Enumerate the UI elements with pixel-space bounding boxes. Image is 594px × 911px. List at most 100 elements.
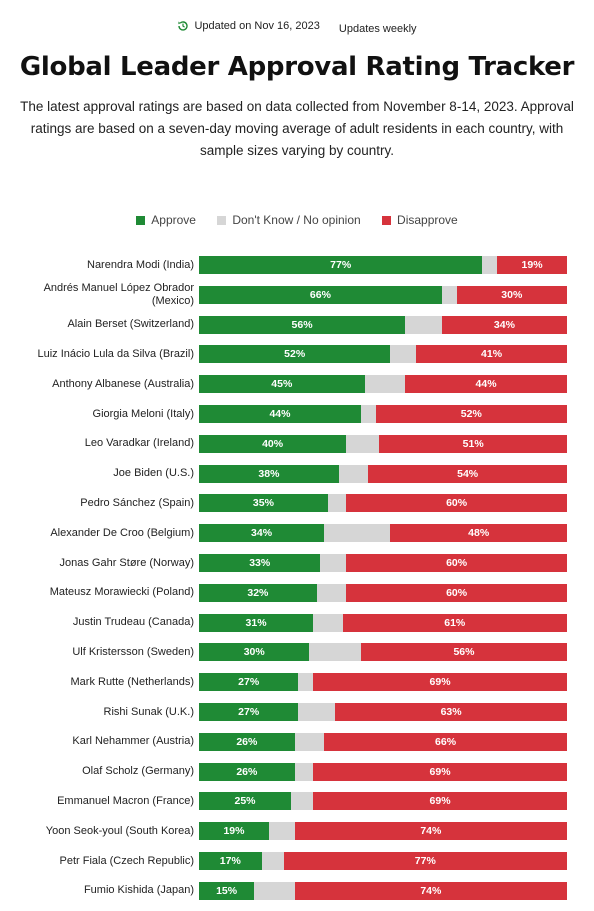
bar-approve <box>199 554 321 572</box>
bar-disapprove <box>379 434 567 453</box>
approve-value-label: 45% <box>271 378 293 391</box>
bar-track-no-opinion: 31% 61% <box>199 613 567 632</box>
chart-row: Anthony Albanese (Australia) 45% 44% <box>0 375 594 394</box>
approve-value-label: 26% <box>236 765 258 778</box>
bar-approve <box>199 345 391 364</box>
bar-disapprove <box>313 762 567 781</box>
legend-swatch-no-opinion <box>217 215 227 225</box>
leader-label: Joe Biden (U.S.) <box>113 467 194 480</box>
updated-info: Updated on Nov 16, 2023 <box>177 20 320 32</box>
chart-row: Fumio Kishida (Japan) 15% 74% <box>0 881 594 900</box>
leader-label: Petr Fiala (Czech Republic) <box>59 854 195 867</box>
chart-row: Joe Biden (U.S.) 38% 54% <box>0 464 594 483</box>
chart-legend: Approve Don't Know / No opinion Disappro… <box>0 213 594 228</box>
chart-row: Alain Berset (Switzerland) 56% 34% <box>0 315 594 334</box>
bar-disapprove <box>342 613 567 632</box>
leader-label: Mark Rutte (Netherlands) <box>70 675 195 688</box>
chart-row: Rishi Sunak (U.K.) 27% 63% <box>0 703 594 721</box>
bar-disapprove <box>375 405 567 423</box>
leader-label: Olaf Scholz (Germany) <box>82 765 194 778</box>
disapprove-value-label: 61% <box>444 616 466 629</box>
leader-label: Mateusz Morawiecki (Poland) <box>49 586 194 599</box>
bar-approve <box>199 434 347 453</box>
bar-track-no-opinion: 27% 69% <box>199 673 567 692</box>
updated-text: Updated on Nov 16, 2023 <box>194 20 320 32</box>
disapprove-value-label: 60% <box>446 497 468 510</box>
legend-label-disapprove: Disapprove <box>397 213 458 227</box>
disapprove-value-label: 41% <box>481 348 503 361</box>
disapprove-value-label: 74% <box>420 825 442 838</box>
disapprove-value-label: 60% <box>446 557 468 569</box>
approve-value-label: 35% <box>252 497 274 510</box>
leader-label: Pedro Sánchez (Spain) <box>80 496 194 509</box>
bar-approve <box>199 881 255 900</box>
chart-row: Luiz Inácio Lula da Silva (Brazil) 52% 41% <box>0 345 594 364</box>
approve-value-label: 33% <box>249 557 271 569</box>
chart-row: Yoon Seok-youl (South Korea) 19% 74% <box>0 822 594 841</box>
disapprove-value-label: 60% <box>446 586 468 599</box>
leader-label: Giorgia Meloni (Italy) <box>92 407 194 420</box>
disapprove-value-label: 19% <box>521 259 543 271</box>
disapprove-value-label: 74% <box>420 884 442 897</box>
bar-approve <box>199 285 442 304</box>
approve-value-label: 40% <box>262 437 284 450</box>
bar-disapprove <box>283 852 567 870</box>
bar-approve <box>199 643 310 662</box>
approval-chart: Narendra Modi (India) 77% 19% Andrés Manuel… <box>0 250 594 910</box>
bar-track-no-opinion: 30% 56% <box>199 643 567 662</box>
bar-approve <box>199 613 314 632</box>
disapprove-value-label: 69% <box>429 676 451 689</box>
bar-approve <box>199 732 295 751</box>
leader-label: Alexander De Croo (Belgium) <box>50 526 194 539</box>
approve-value-label: 15% <box>216 884 238 897</box>
chart-row: Pedro Sánchez (Spain) 35% 60% <box>0 494 594 513</box>
leader-label: Jonas Gahr Støre (Norway) <box>59 556 194 569</box>
bar-disapprove <box>324 732 567 751</box>
disapprove-value-label: 69% <box>429 795 451 808</box>
approve-value-label: 38% <box>258 467 280 480</box>
bar-track-no-opinion: 27% 63% <box>199 703 567 721</box>
bar-approve <box>199 792 291 811</box>
bar-track-no-opinion: 44% 52% <box>199 405 567 423</box>
approve-value-label: 17% <box>219 855 241 867</box>
chart-row: Alexander De Croo (Belgium) 34% 48% <box>0 524 594 543</box>
leader-label: Fumio Kishida (Japan) <box>83 884 194 897</box>
leader-label: Anthony Albanese (Australia) <box>52 377 194 390</box>
approve-value-label: 25% <box>234 795 256 808</box>
bar-approve <box>199 256 483 274</box>
bar-disapprove <box>441 315 567 334</box>
leader-label: Luiz Inácio Lula da Silva (Brazil) <box>37 347 194 360</box>
legend-item-approve: Approve <box>136 213 196 227</box>
approve-value-label: 52% <box>284 348 306 361</box>
disapprove-value-label: 77% <box>414 855 436 867</box>
leader-label: Ulf Kristersson (Sweden) <box>72 645 194 658</box>
leader-label: Justin Trudeau (Canada) <box>72 616 194 629</box>
bar-disapprove <box>346 494 567 513</box>
bar-track-no-opinion: 34% 48% <box>199 524 567 543</box>
bar-disapprove <box>335 703 567 721</box>
disapprove-value-label: 69% <box>429 765 451 778</box>
disapprove-value-label: 66% <box>435 735 457 748</box>
approve-value-label: 66% <box>309 288 331 301</box>
chart-row: Olaf Scholz (Germany) 26% 69% <box>0 762 594 781</box>
legend-swatch-approve <box>136 215 146 225</box>
disapprove-value-label: 30% <box>501 288 523 301</box>
bar-track-no-opinion: 26% 66% <box>199 732 567 751</box>
bar-disapprove <box>360 643 567 662</box>
bar-disapprove <box>416 345 567 364</box>
disapprove-value-label: 34% <box>493 318 515 331</box>
disapprove-value-label: 56% <box>453 646 475 659</box>
bar-disapprove <box>313 673 567 692</box>
bar-track-no-opinion: 38% 54% <box>199 464 567 483</box>
bar-disapprove <box>368 464 567 483</box>
bar-approve <box>199 583 317 602</box>
bar-disapprove <box>294 822 567 841</box>
bar-track-no-opinion: 32% 60% <box>199 583 567 602</box>
legend-label-approve: Approve <box>151 213 196 227</box>
leader-label: Alain Berset (Switzerland) <box>67 318 194 331</box>
bar-track-no-opinion: 25% 69% <box>199 792 567 811</box>
bar-disapprove <box>456 285 567 304</box>
chart-row: Jonas Gahr Støre (Norway) 33% 60% <box>0 554 594 572</box>
page-title: Global Leader Approval Rating Tracker <box>19 52 575 82</box>
bar-approve <box>199 762 295 781</box>
